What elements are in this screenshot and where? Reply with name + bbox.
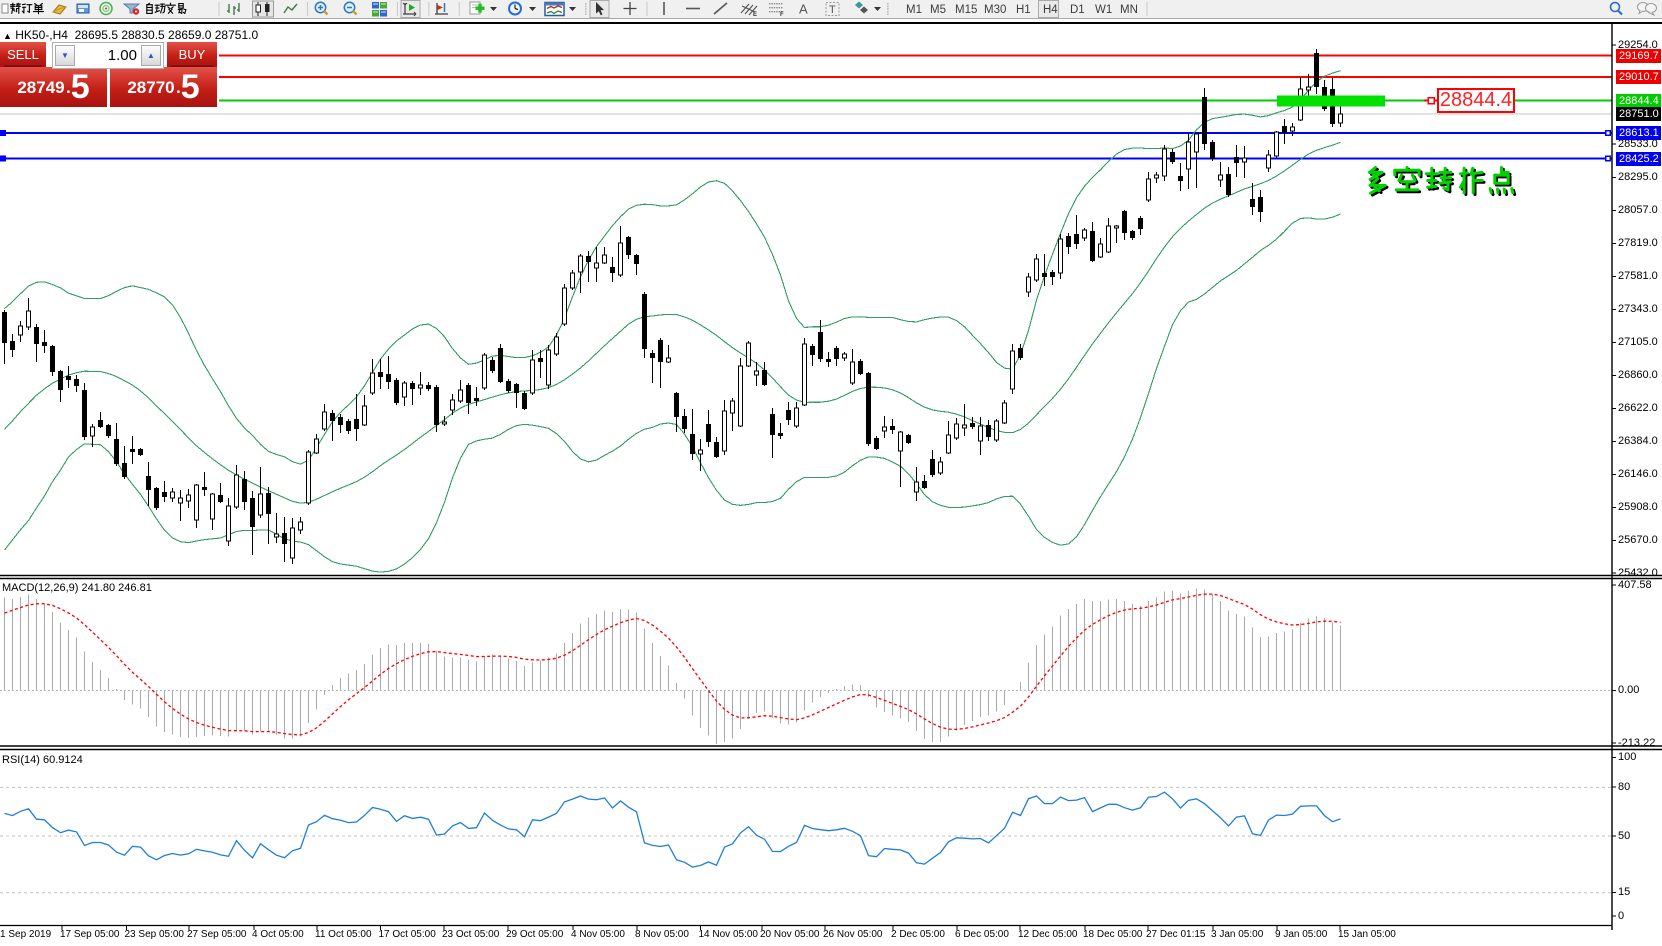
svg-text:M1: M1 bbox=[906, 4, 922, 16]
svg-text:D1: D1 bbox=[1070, 4, 1085, 16]
svg-text:A: A bbox=[799, 2, 808, 17]
svg-text:H1: H1 bbox=[1016, 4, 1031, 16]
svg-text:H4: H4 bbox=[1043, 4, 1058, 16]
svg-text:M30: M30 bbox=[984, 4, 1006, 16]
svg-text:T: T bbox=[829, 4, 836, 16]
svg-text:M5: M5 bbox=[930, 4, 946, 16]
svg-text:MN: MN bbox=[1120, 4, 1138, 16]
svg-text:F: F bbox=[780, 12, 784, 18]
svg-text:W1: W1 bbox=[1095, 4, 1112, 16]
svg-text:M15: M15 bbox=[955, 4, 977, 16]
svg-text:E: E bbox=[753, 12, 757, 18]
